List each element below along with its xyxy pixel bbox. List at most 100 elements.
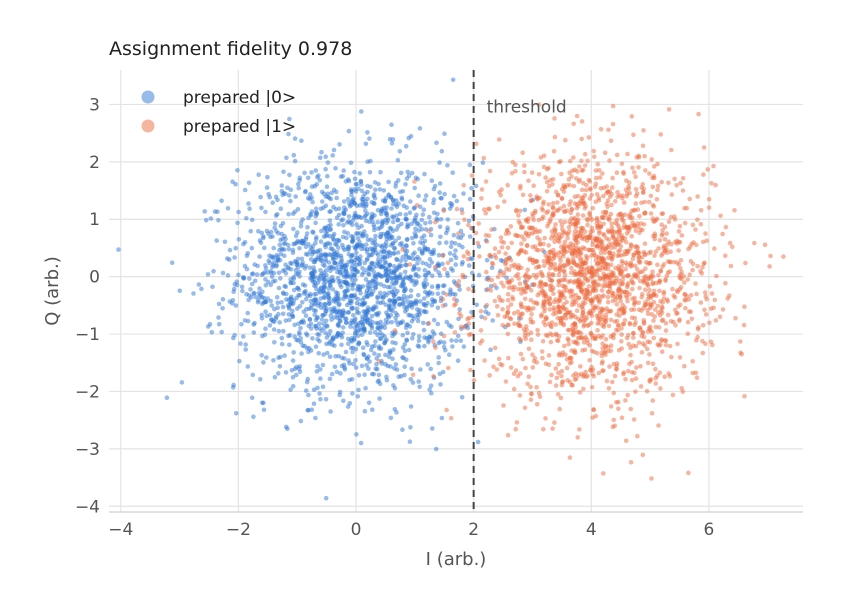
data-point [571,217,577,222]
data-point [633,343,639,349]
data-point [416,334,422,339]
data-point [341,362,347,368]
data-point [583,253,589,259]
data-point [606,323,612,329]
data-point [319,189,325,195]
data-point [305,175,311,181]
data-point [346,244,352,250]
y-tick-label: 2 [89,153,100,173]
data-point [571,259,576,264]
data-point [578,364,583,369]
data-point [614,367,619,372]
data-point [565,258,571,264]
data-point [475,439,481,445]
data-point [573,176,579,181]
data-point [346,219,352,224]
data-point [680,175,686,181]
data-point [393,315,398,321]
data-point [616,286,622,292]
data-point [408,133,414,139]
data-point [587,179,593,184]
data-point [444,240,449,245]
data-point [319,272,324,277]
data-point [505,297,511,303]
data-point [632,302,637,307]
data-point [339,258,345,264]
data-point [360,266,365,271]
data-point [599,239,605,244]
data-point [504,314,510,319]
data-point [284,291,289,297]
data-point [668,249,673,254]
data-point [567,360,573,366]
data-point [344,320,349,325]
data-point [576,295,582,301]
data-point [572,201,578,206]
data-point [441,340,447,345]
data-point [606,290,611,295]
data-point [423,221,428,226]
data-point [318,268,323,273]
data-point [375,332,381,338]
data-point [549,287,555,293]
data-point [649,411,655,416]
data-point [416,292,421,298]
data-point [381,188,387,193]
data-point [362,328,367,333]
data-point [417,299,423,304]
data-point [359,215,364,221]
data-point [504,275,509,281]
data-point [581,181,586,186]
data-point [440,261,445,267]
data-point [289,261,294,267]
data-point [600,323,605,328]
data-point [607,309,613,314]
data-point [728,263,734,269]
data-point [277,364,283,369]
data-point [624,231,630,236]
data-point [573,314,578,320]
data-point [687,196,692,202]
data-point [589,298,595,303]
data-point [646,199,652,205]
data-point [369,214,375,220]
data-point [419,235,425,241]
data-point [499,187,504,192]
data-point [609,245,614,251]
data-point [590,279,596,285]
data-point [373,366,379,372]
data-point [350,218,356,223]
data-point [659,222,664,227]
data-point [359,332,365,338]
data-point [352,325,358,331]
data-point [536,102,542,107]
data-point [677,355,683,360]
data-point [324,225,329,231]
data-point [268,270,274,276]
data-point [590,415,595,420]
data-point [487,253,492,258]
data-point [652,219,657,224]
data-point [489,260,495,266]
data-point [453,292,458,297]
data-point [239,284,245,290]
data-point [571,183,577,189]
data-point [274,295,280,300]
data-point [375,300,381,305]
data-point [317,391,322,396]
data-point [528,298,534,303]
data-point [455,283,460,288]
data-point [273,213,279,218]
data-point [680,389,686,395]
data-point [700,323,706,328]
data-point [396,224,401,229]
data-point [631,331,636,336]
data-point [555,315,561,321]
data-point [231,335,236,341]
data-point [409,366,414,372]
data-point [169,260,175,266]
data-point [450,77,456,83]
data-point [326,301,332,306]
data-point [608,343,614,348]
data-point [648,295,654,301]
